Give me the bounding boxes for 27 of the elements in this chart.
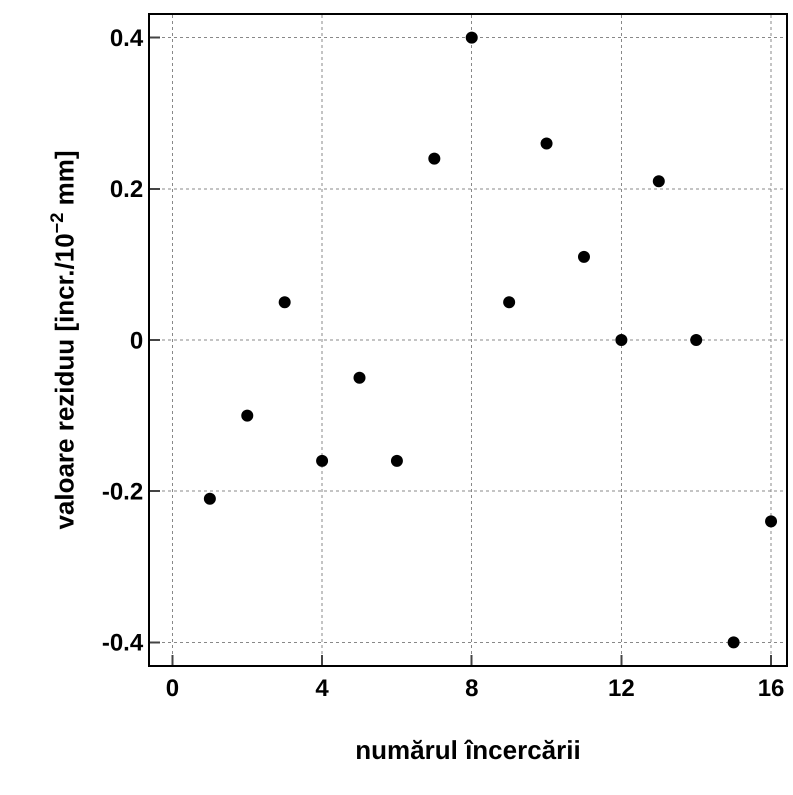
point (690, 334, 702, 346)
x-tick-label: 8 (465, 674, 478, 702)
point (204, 492, 216, 505)
x-tick-label: 4 (315, 674, 330, 702)
point (316, 454, 328, 467)
y-tick-label: 0.4 (110, 25, 144, 52)
y-tick-label: -0.2 (102, 478, 144, 506)
y-tick-label: 0 (130, 327, 144, 354)
y-tick-label: -0.4 (102, 630, 144, 657)
x-tick-label: 12 (608, 674, 635, 702)
point (765, 515, 778, 528)
x-tick-label: 0 (166, 674, 180, 702)
point (503, 296, 516, 308)
x-axis-title: numărul încercării (355, 735, 581, 765)
y-tick-label: 0.2 (110, 176, 144, 204)
point (728, 636, 740, 648)
point (652, 175, 665, 188)
x-tick-label: 16 (758, 674, 784, 702)
point (390, 454, 403, 467)
point (354, 372, 366, 384)
point (578, 250, 590, 263)
point (241, 410, 254, 422)
point (428, 152, 440, 165)
point (278, 296, 291, 308)
point (540, 137, 553, 150)
point (466, 32, 478, 44)
point (615, 334, 628, 346)
